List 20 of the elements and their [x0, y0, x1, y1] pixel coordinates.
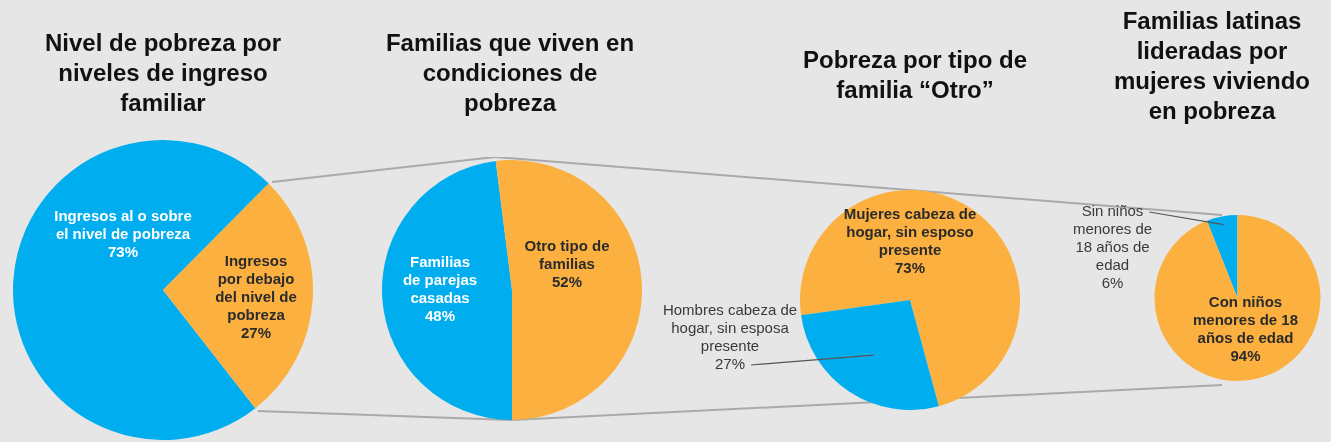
slice-label: Familias de parejas casadas — [402, 253, 478, 307]
slice-label: Mujeres cabeza de hogar, sin esposo presente — [843, 205, 977, 259]
slice-label: Otro tipo de familias — [524, 237, 610, 273]
data-label: 73% — [894, 259, 926, 277]
slice-label: Ingresos al o sobre el nivel de pobreza — [54, 207, 192, 243]
chart-title: Familias latinas lideradas por mujeres viviendo en pobreza — [1112, 6, 1312, 126]
slice-label: Ingresos por debajo del nivel de pobreza — [215, 252, 297, 324]
chart-title: Pobreza por tipo de familia “Otro” — [802, 45, 1028, 105]
slice-label: Con niños menores de 18 años de edad — [1192, 293, 1299, 347]
data-label: 48% — [424, 307, 456, 325]
data-label: 73% — [107, 243, 139, 261]
data-label: 6% — [1101, 274, 1124, 292]
slice-label: Hombres cabeza de hogar, sin esposa presente — [662, 301, 798, 355]
slice-label: Sin niños menores de 18 años de edad — [1072, 202, 1153, 274]
data-label: 94% — [1230, 347, 1261, 365]
data-label: 27% — [240, 324, 272, 342]
data-label: 52% — [551, 273, 583, 291]
chart-title: Familias que viven en condiciones de pobreza — [384, 28, 636, 118]
data-label: 27% — [714, 355, 746, 373]
chart-title: Nivel de pobreza por niveles de ingreso familiar — [43, 28, 283, 118]
